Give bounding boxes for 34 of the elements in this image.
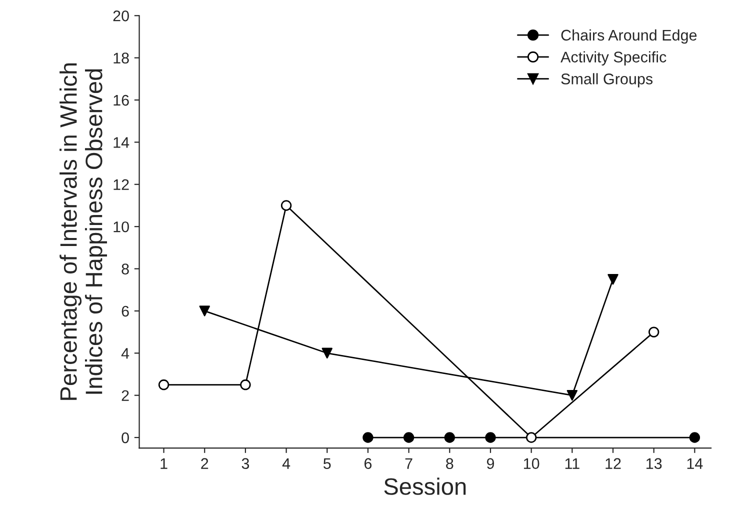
y-tick-label: 20	[113, 10, 129, 22]
x-tick-label: 1	[160, 458, 168, 469]
x-tick-label: 3	[242, 458, 250, 470]
y-tick-label: 2	[122, 390, 129, 401]
y-tick-label: 14	[114, 137, 130, 148]
point	[199, 306, 210, 316]
point	[322, 348, 332, 358]
point	[608, 274, 618, 285]
legend-label: Chairs Around Edge	[561, 29, 697, 44]
x-tick-label: 7	[405, 458, 412, 469]
x-tick-label: 6	[364, 458, 372, 470]
x-tick-label: 14	[687, 458, 703, 469]
y-tick-label: 12	[114, 179, 129, 190]
y-tick-label: 10	[114, 221, 129, 232]
x-tick-label: 10	[524, 458, 540, 470]
x-tick-label: 2	[201, 458, 208, 469]
y-tick-label: 6	[122, 306, 129, 317]
y-tick-label: 16	[114, 94, 129, 106]
x-tick-label: 9	[486, 458, 494, 470]
y-tick-label: 8	[122, 264, 129, 274]
x-tick-label: 12	[606, 458, 621, 469]
legend-label: Activity Specific	[560, 51, 666, 66]
x-tick-label: 13	[646, 458, 662, 470]
y-axis-title: Percentage of Intervals in Which Indices of Happiness Observed	[60, 63, 107, 400]
x-tick-label: 11	[565, 458, 580, 469]
y-tick-label: 18	[114, 52, 129, 64]
point	[566, 390, 578, 401]
x-tick-label: 4	[282, 458, 290, 469]
x-tick-label: 8	[446, 458, 454, 470]
y-tick-label: 4	[121, 348, 130, 359]
x-tick-label: 5	[323, 458, 331, 470]
x-axis-title: Session	[384, 478, 466, 495]
y-tick-label: 0	[122, 432, 129, 444]
legend-label: Small Groups	[561, 73, 653, 88]
